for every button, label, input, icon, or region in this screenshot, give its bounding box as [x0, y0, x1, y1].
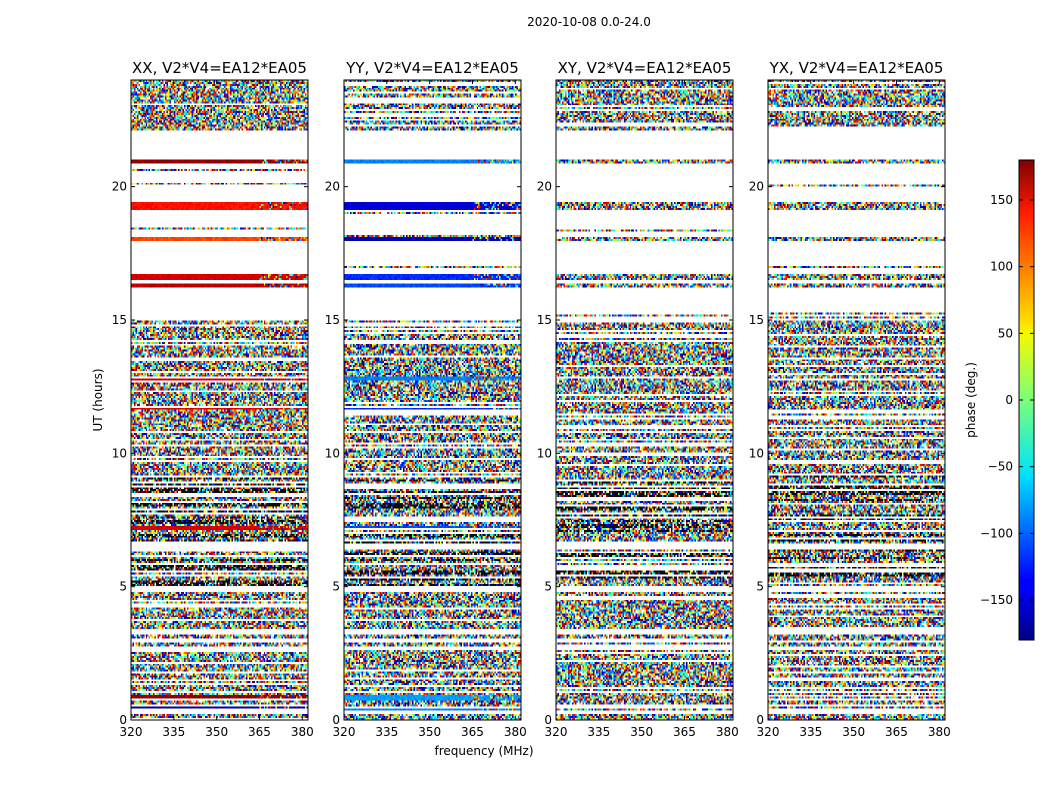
colorbar-tick-label: 150: [990, 193, 1013, 207]
x-tick-label: 380: [716, 725, 739, 739]
y-tick-label: 10: [325, 446, 340, 460]
x-tick-label: 380: [504, 725, 527, 739]
colorbar-tick-label: −50: [988, 460, 1013, 474]
x-tick-label: 365: [885, 725, 908, 739]
panel-title: XY, V2*V4=EA12*EA05: [558, 59, 732, 77]
colorbar-tick-label: 50: [998, 326, 1013, 340]
panel-frame: [555, 79, 734, 721]
y-tick-label: 15: [537, 313, 552, 327]
y-tick-label: 0: [756, 713, 764, 727]
x-tick-label: 350: [630, 725, 653, 739]
x-tick-label: 365: [673, 725, 696, 739]
figure-suptitle: 2020-10-08 0.0-24.0: [527, 15, 651, 29]
heatmap-image: [768, 80, 945, 720]
y-tick-label: 15: [749, 313, 764, 327]
y-tick-label: 10: [537, 446, 552, 460]
panel-xx: XX, V2*V4=EA12*EA05 320 335 350 365 380 0 5 10 15…: [112, 59, 314, 739]
colorbar-tick-label: 0: [1005, 393, 1013, 407]
x-tick-label: 320: [120, 725, 143, 739]
panel-yy: YY, V2*V4=EA12*EA05 320 335 350 365 380 0 5 10 15…: [325, 59, 527, 739]
colorbar-ticks: −150 −100 −50 0 50 100 150: [980, 193, 1034, 607]
y-tick-label: 5: [332, 580, 340, 594]
panel-yx: YX, V2*V4=EA12*EA05 320 335 350 365 380 0 5 10 15…: [749, 59, 951, 739]
y-tick-label: 5: [544, 580, 552, 594]
panel-title: XX, V2*V4=EA12*EA05: [132, 59, 307, 77]
x-tick-label: 320: [333, 725, 356, 739]
y-tick-label: 10: [749, 446, 764, 460]
x-tick-label: 335: [375, 725, 398, 739]
panel-frame: [343, 79, 522, 721]
panel-xy: XY, V2*V4=EA12*EA05 320 335 350 365 380 0 5 10 15…: [537, 59, 739, 739]
x-tick-label: 335: [799, 725, 822, 739]
x-tick-label: 350: [842, 725, 865, 739]
y-tick-label: 20: [749, 180, 764, 194]
x-tick-label: 365: [248, 725, 271, 739]
x-tick-label: 380: [928, 725, 951, 739]
y-tick-label: 15: [325, 313, 340, 327]
x-tick-label: 350: [205, 725, 228, 739]
y-tick-label: 20: [112, 180, 127, 194]
heatmap-image: [131, 80, 308, 720]
x-tick-label: 320: [545, 725, 568, 739]
panel-title: YX, V2*V4=EA12*EA05: [769, 59, 944, 77]
y-tick-label: 0: [544, 713, 552, 727]
y-tick-label: 5: [119, 580, 127, 594]
panel-frame: [130, 79, 309, 721]
colorbar: −150 −100 −50 0 50 100 150 phase (deg.): [964, 159, 1035, 641]
y-tick-label: 0: [332, 713, 340, 727]
panels: XX, V2*V4=EA12*EA05 320 335 350 365 380 0 5 10 15…: [112, 59, 951, 739]
y-axis-label: UT (hours): [91, 368, 105, 431]
x-axis-label: frequency (MHz): [434, 744, 533, 758]
panel-title: YY, V2*V4=EA12*EA05: [345, 59, 519, 77]
y-tick-label: 10: [112, 446, 127, 460]
colorbar-tick-label: 100: [990, 260, 1013, 274]
y-tick-label: 5: [756, 580, 764, 594]
y-tick-label: 15: [112, 313, 127, 327]
x-tick-label: 365: [461, 725, 484, 739]
x-tick-label: 335: [587, 725, 610, 739]
y-tick-label: 20: [537, 180, 552, 194]
y-tick-label: 20: [325, 180, 340, 194]
colorbar-tick-label: −150: [980, 593, 1013, 607]
x-tick-label: 350: [418, 725, 441, 739]
heatmap-image: [556, 80, 733, 720]
x-tick-label: 380: [291, 725, 314, 739]
panel-frame: [767, 79, 946, 721]
heatmap-image: [344, 80, 521, 720]
x-tick-label: 335: [162, 725, 185, 739]
colorbar-tick-label: −100: [980, 526, 1013, 540]
colorbar-label: phase (deg.): [964, 362, 978, 438]
x-tick-label: 320: [757, 725, 780, 739]
y-tick-label: 0: [119, 713, 127, 727]
